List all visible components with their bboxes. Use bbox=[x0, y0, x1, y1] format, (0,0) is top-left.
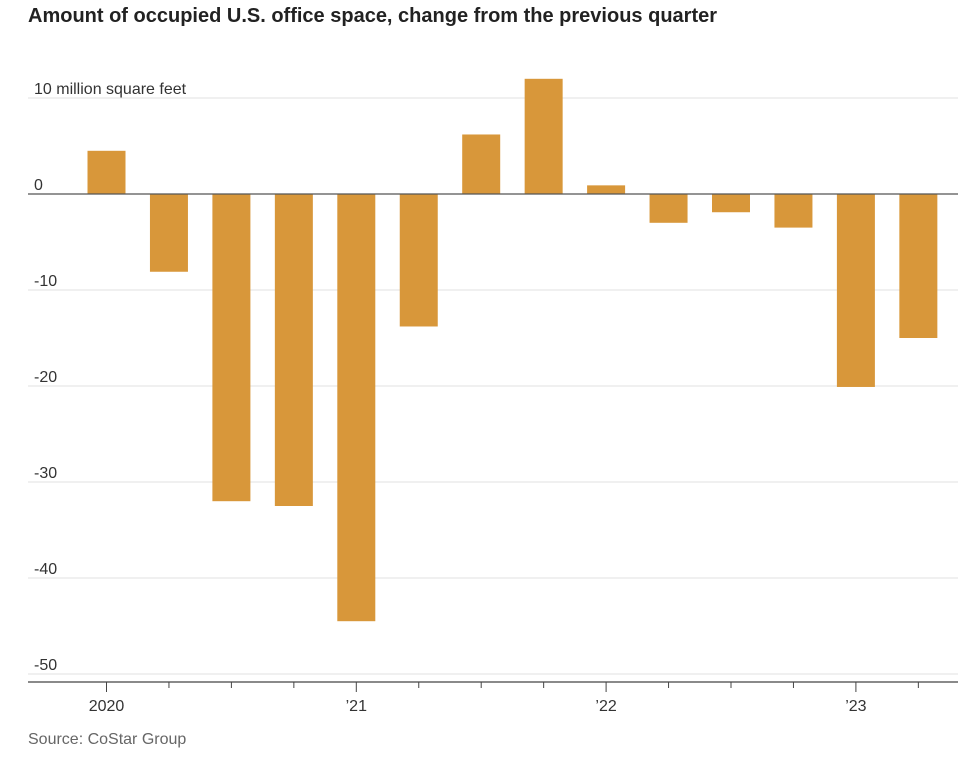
y-tick-label: -30 bbox=[34, 465, 57, 482]
bar-2021-q1 bbox=[337, 194, 376, 622]
x-tick-label: ’23 bbox=[845, 698, 866, 715]
y-tick-label: 10 million square feet bbox=[34, 81, 187, 98]
bar-2020-q4 bbox=[274, 194, 313, 506]
bar-2021-q4 bbox=[524, 78, 563, 194]
x-tick-label: ’21 bbox=[346, 698, 367, 715]
bar-2022-q2 bbox=[649, 194, 688, 223]
chart-title: Amount of occupied U.S. office space, ch… bbox=[28, 5, 718, 27]
bar-2023-q2 bbox=[899, 194, 938, 338]
y-tick-label: -50 bbox=[34, 657, 57, 674]
bar-2020-q1 bbox=[87, 150, 126, 194]
bar-2022-q3 bbox=[712, 194, 750, 213]
y-tick-label: -10 bbox=[34, 273, 57, 290]
y-tick-label: -40 bbox=[34, 561, 57, 578]
bar-2022-q4 bbox=[774, 194, 813, 228]
bar-2020-q3 bbox=[212, 194, 251, 502]
y-tick-label: 0 bbox=[34, 177, 43, 194]
bar-2020-q2 bbox=[149, 194, 188, 272]
gridlines bbox=[28, 97, 958, 675]
bar-2023-q1 bbox=[836, 194, 875, 387]
x-tick-label: ’22 bbox=[595, 698, 616, 715]
bar-2021-q2 bbox=[399, 194, 438, 327]
bar-2022-q1 bbox=[587, 185, 626, 194]
bars bbox=[87, 78, 938, 622]
bar-2021-q3 bbox=[462, 134, 501, 194]
axes bbox=[28, 193, 958, 692]
source-note: Source: CoStar Group bbox=[28, 731, 187, 748]
tick-labels: 10 million square feet 0 -10 -20 -30 -40 -50 20… bbox=[34, 81, 867, 715]
y-tick-label: -20 bbox=[34, 369, 57, 386]
x-tick-label: 2020 bbox=[89, 698, 125, 715]
